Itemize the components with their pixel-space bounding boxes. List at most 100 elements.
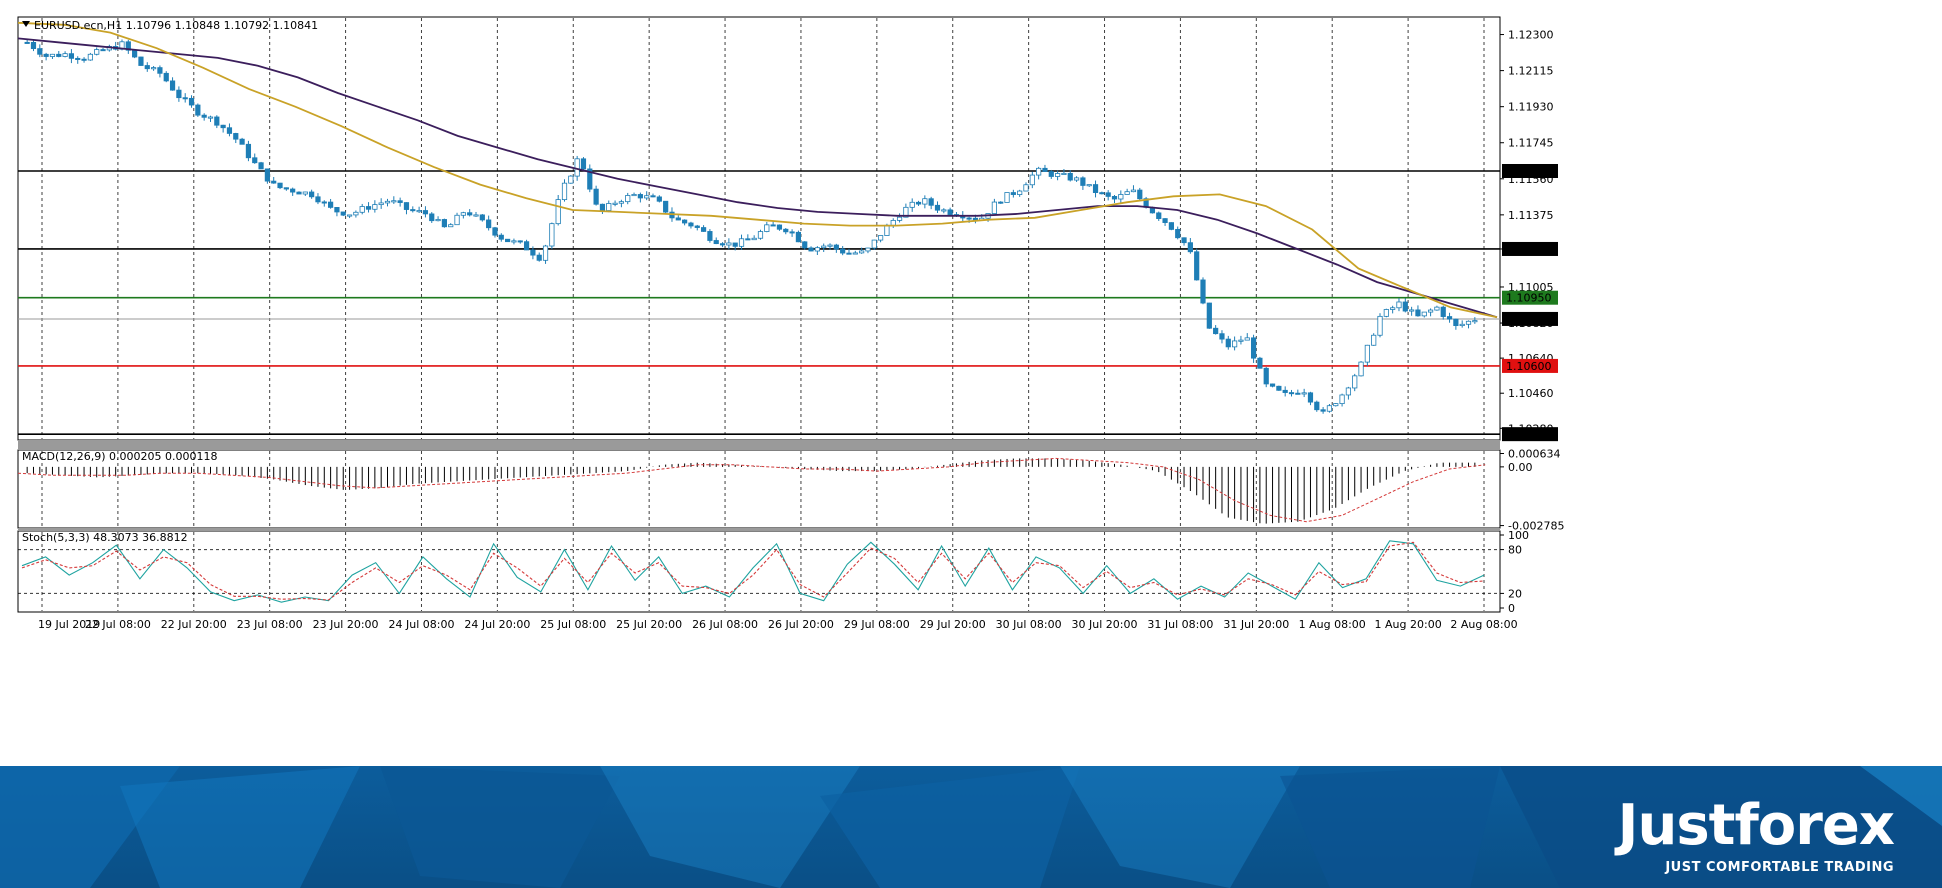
candle-body	[637, 194, 643, 199]
price-level-tag	[1502, 358, 1558, 373]
candle-body	[1086, 184, 1092, 187]
candle-body	[542, 245, 549, 261]
candle-body	[1130, 189, 1137, 193]
candle-body	[865, 247, 871, 252]
candle-body	[1415, 309, 1421, 317]
candle-body	[1383, 309, 1389, 317]
candle-body	[719, 243, 726, 246]
price-level-tag	[1502, 163, 1558, 178]
candle-body	[1067, 172, 1073, 181]
candle-body	[100, 49, 106, 52]
candle-body	[1073, 177, 1080, 181]
candle-body	[378, 202, 384, 206]
candle-body	[928, 198, 934, 206]
candle-body	[321, 201, 327, 204]
x-tick-label: 19 Jul 2019	[38, 618, 100, 631]
candle-body	[795, 231, 802, 243]
candle-body	[138, 56, 144, 66]
candle-body	[1017, 190, 1023, 195]
candle-body	[802, 241, 808, 249]
candle-body	[1187, 242, 1193, 253]
candle-body	[890, 219, 896, 226]
main-panel-frame	[17, 16, 1501, 441]
candle-body	[1390, 307, 1396, 310]
candle-body	[1358, 361, 1364, 377]
panel-separator	[18, 440, 1500, 450]
candle-body	[429, 213, 435, 222]
candle-body	[220, 124, 226, 129]
candle-body	[1339, 394, 1345, 405]
x-tick-label: 25 Jul 20:00	[616, 618, 682, 631]
macd-tick-label: 0.00	[1508, 461, 1533, 474]
candle-body	[707, 231, 713, 241]
candle-body	[1162, 218, 1168, 223]
candle-body	[1314, 401, 1320, 411]
candle-body	[694, 225, 700, 228]
brand-footer: Justforex JUST COMFORTABLE TRADING	[0, 766, 1942, 888]
candle-body	[144, 65, 150, 70]
candle-body	[934, 204, 941, 211]
candle-body	[593, 188, 599, 205]
candle-body	[606, 203, 612, 211]
candle-body	[618, 201, 625, 204]
stoch-tick-label: 80	[1508, 544, 1522, 557]
candle-body	[201, 114, 207, 118]
candle-body	[1250, 337, 1257, 359]
candle-body	[365, 206, 372, 210]
candle-body	[871, 239, 877, 249]
candle-body	[43, 53, 49, 57]
x-tick-label: 22 Jul 20:00	[161, 618, 227, 631]
candle-body	[264, 168, 270, 182]
moving-average-slow	[17, 37, 1498, 319]
x-tick-label: 29 Jul 20:00	[920, 618, 986, 631]
candle-body	[467, 212, 473, 216]
x-tick-label: 23 Jul 08:00	[237, 618, 303, 631]
candle-body	[549, 223, 555, 247]
candle-body	[966, 217, 972, 220]
candle-body	[1213, 327, 1219, 335]
x-tick-label: 23 Jul 20:00	[313, 618, 379, 631]
candle-body	[75, 57, 81, 60]
candle-body	[1168, 222, 1174, 230]
candle-body	[631, 194, 637, 197]
x-tick-label: 1 Aug 08:00	[1299, 618, 1366, 631]
candle-body	[580, 158, 587, 170]
candle-body	[460, 212, 466, 216]
x-tick-label: 26 Jul 20:00	[768, 618, 834, 631]
candle-body	[922, 198, 928, 205]
candle-body	[1276, 385, 1282, 391]
candle-body	[783, 228, 789, 233]
candle-body	[587, 168, 593, 190]
candle-body	[561, 182, 568, 201]
candle-body	[1061, 172, 1067, 175]
x-tick-label: 25 Jul 08:00	[540, 618, 606, 631]
candle-body	[770, 224, 776, 227]
candle-body	[1092, 184, 1099, 194]
candle-body	[1099, 192, 1105, 195]
price-level-label: 1.10950	[1506, 292, 1552, 305]
candle-body	[625, 195, 631, 203]
candle-body	[656, 196, 662, 202]
candle-body	[473, 214, 479, 217]
candle-body	[757, 231, 764, 239]
candle-body	[30, 42, 37, 50]
candle-body	[1036, 167, 1042, 176]
candle-body	[776, 224, 783, 230]
candle-body	[207, 116, 214, 119]
candle-body	[1307, 392, 1314, 403]
candle-body	[726, 242, 732, 246]
candle-body	[49, 53, 56, 57]
candle-body	[1427, 309, 1434, 313]
candle-body	[903, 206, 909, 218]
candle-body	[81, 58, 87, 61]
candle-body	[422, 210, 429, 215]
candle-body	[271, 180, 277, 184]
candle-body	[157, 67, 163, 74]
x-tick-label: 29 Jul 08:00	[844, 618, 910, 631]
candle-body	[1200, 279, 1206, 304]
candle-body	[277, 182, 283, 189]
y-tick-label: 1.12300	[1508, 29, 1554, 42]
macd-tick-label: 0.000634	[1508, 447, 1561, 460]
candle-body	[941, 209, 947, 212]
moving-average-fast	[17, 21, 1498, 319]
